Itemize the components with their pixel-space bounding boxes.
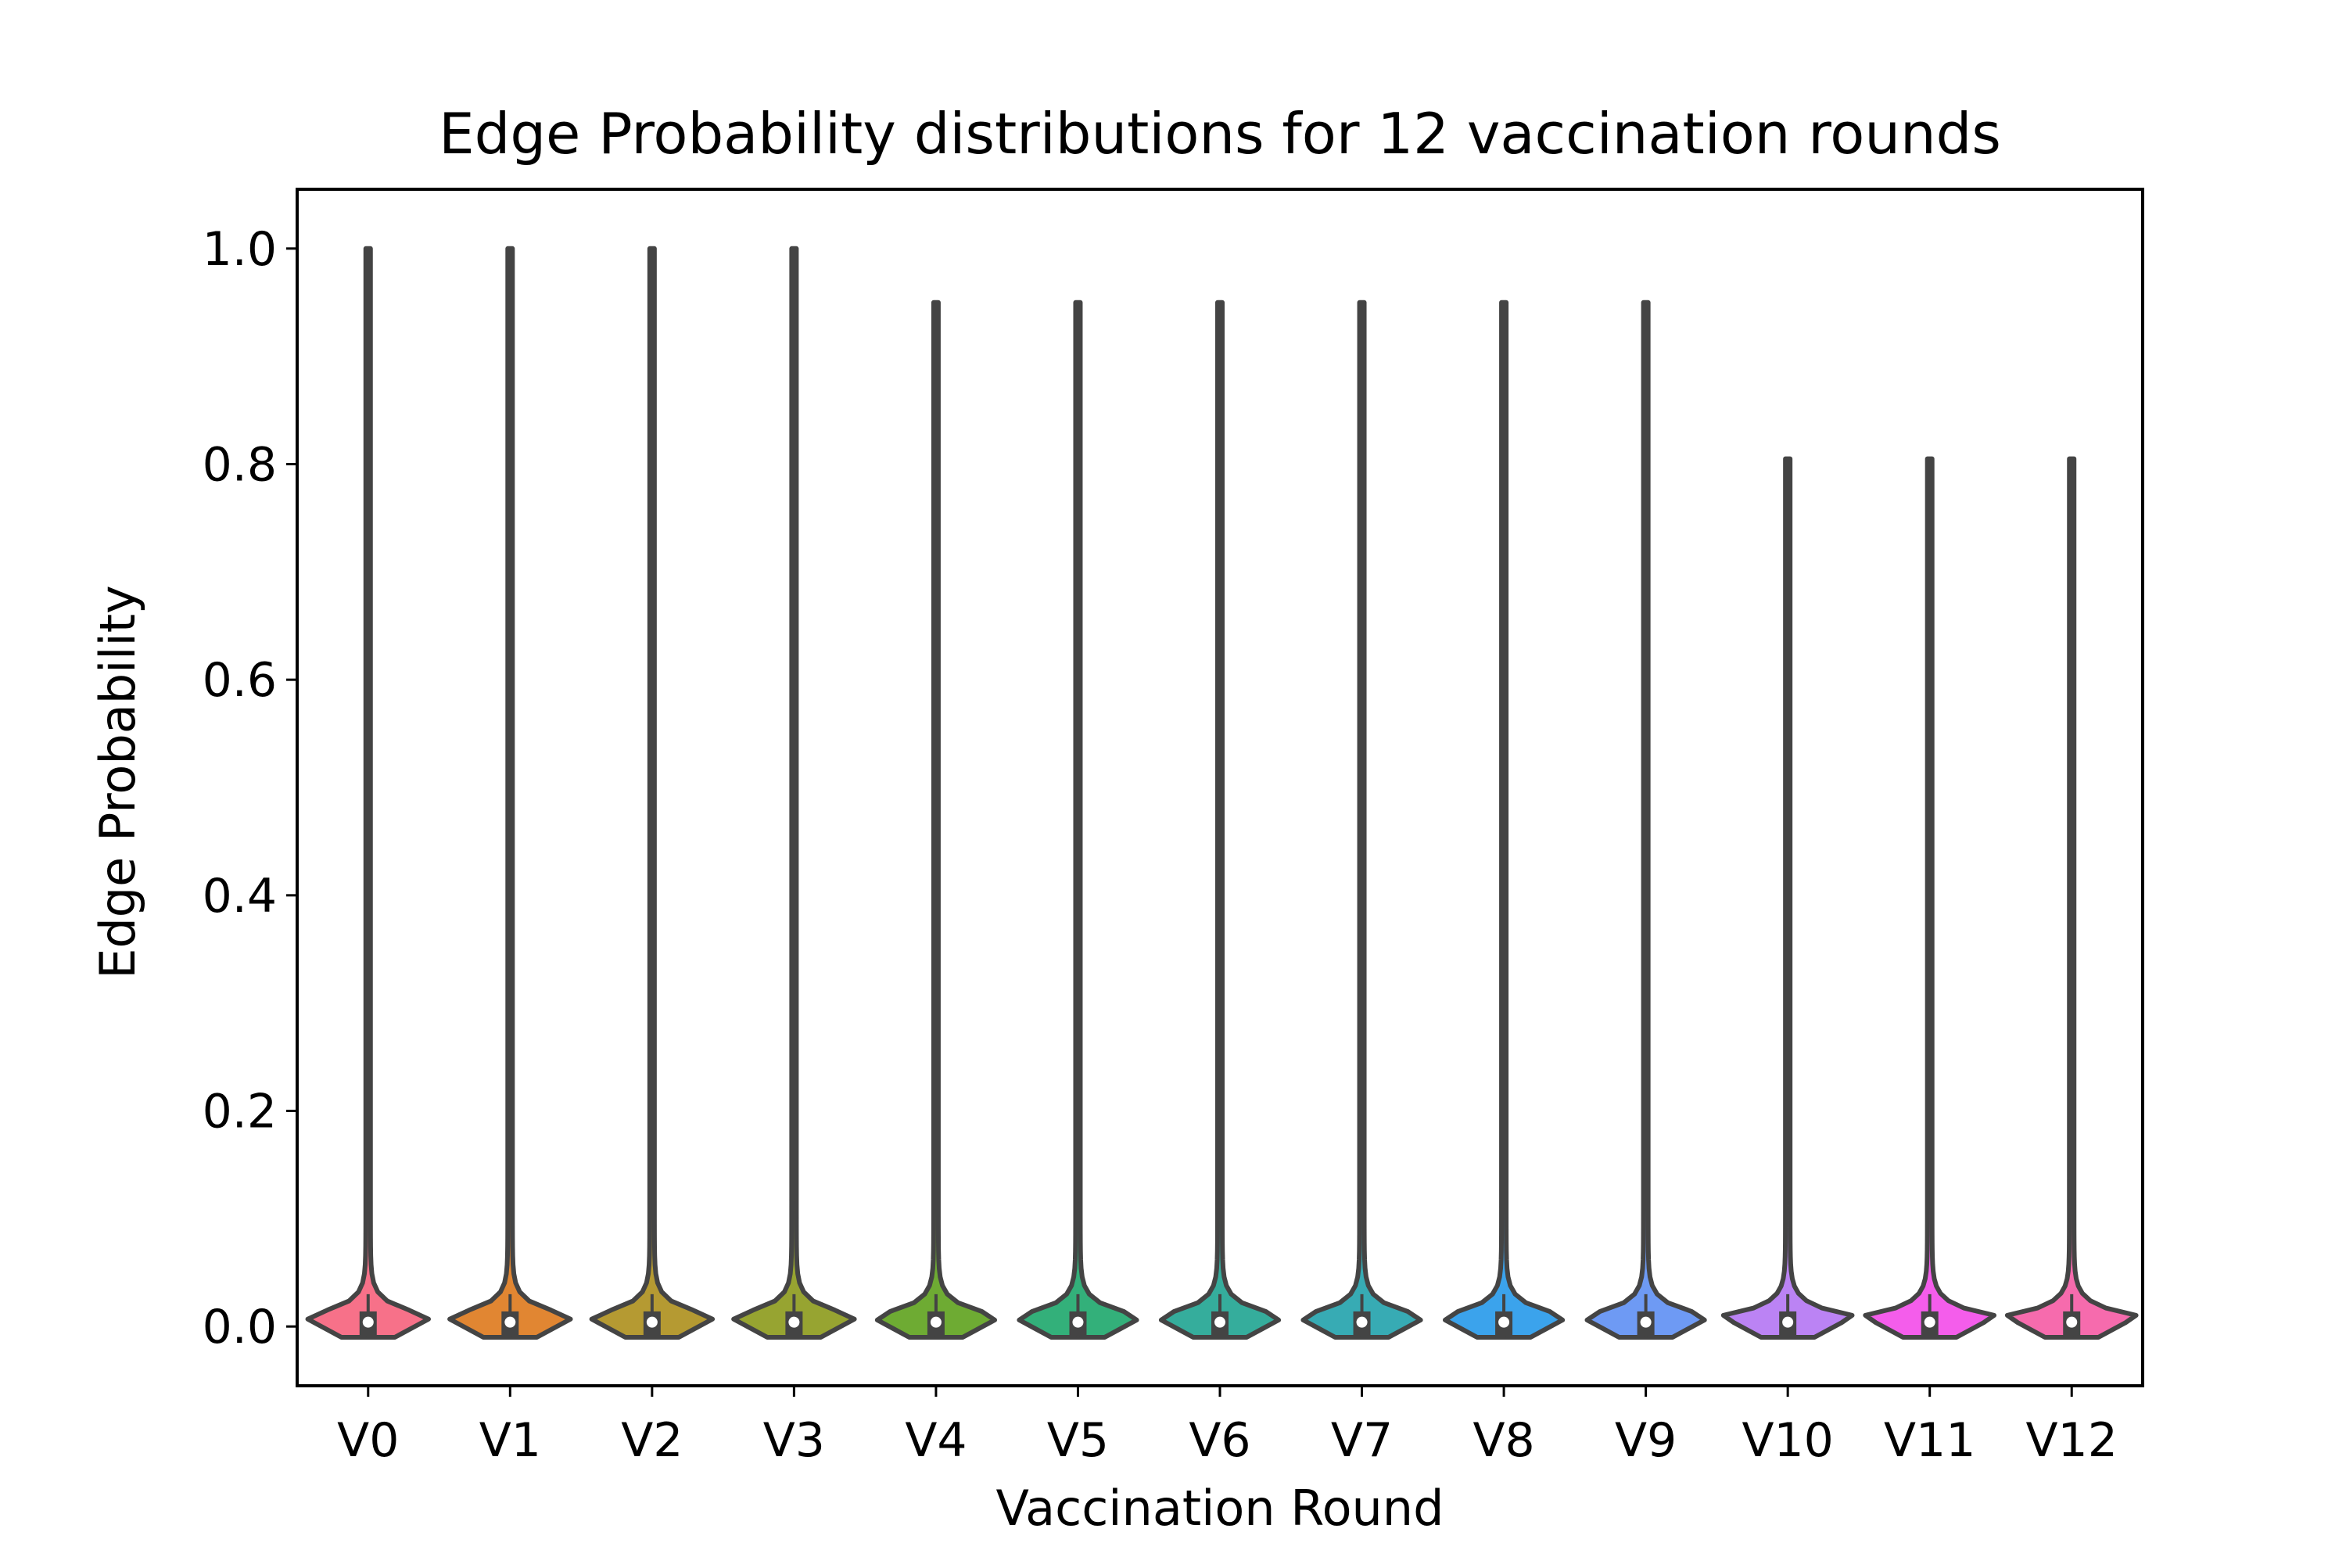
violin-body bbox=[1720, 456, 1855, 1340]
x-tick-label: V11 bbox=[1884, 1413, 1975, 1468]
violin-V1 bbox=[447, 246, 573, 1340]
violin-body bbox=[874, 300, 998, 1340]
violin-V4 bbox=[874, 300, 998, 1340]
y-axis-label: Edge Probability bbox=[89, 585, 146, 978]
y-tick-label: 0.0 bbox=[203, 1300, 277, 1355]
violin-V8 bbox=[1442, 300, 1566, 1340]
y-tick-label: 0.4 bbox=[203, 869, 277, 924]
chart-title: Edge Probability distributions for 12 va… bbox=[439, 101, 2001, 167]
violin-V10 bbox=[1720, 456, 1855, 1340]
violin-body bbox=[1158, 300, 1282, 1340]
violin-V6 bbox=[1158, 300, 1282, 1340]
violin-V7 bbox=[1300, 300, 1423, 1340]
median-dot bbox=[1072, 1316, 1084, 1328]
violin-body bbox=[2004, 456, 2139, 1340]
median-dot bbox=[1498, 1316, 1510, 1328]
median-dot bbox=[646, 1316, 658, 1328]
y-tick-label: 1.0 bbox=[203, 222, 277, 277]
violin-V12 bbox=[2004, 456, 2139, 1340]
x-tick-label: V6 bbox=[1189, 1413, 1250, 1468]
x-tick-label: V7 bbox=[1331, 1413, 1393, 1468]
x-tick-label: V0 bbox=[337, 1413, 399, 1468]
median-dot bbox=[1356, 1316, 1368, 1328]
median-dot bbox=[504, 1316, 516, 1328]
x-tick-label: V12 bbox=[2026, 1413, 2118, 1468]
violin-body bbox=[1863, 456, 1997, 1340]
violin-V11 bbox=[1863, 456, 1997, 1340]
violin-V3 bbox=[731, 246, 857, 1340]
violin-body bbox=[447, 246, 573, 1340]
x-tick-label: V8 bbox=[1473, 1413, 1534, 1468]
x-tick-label: V3 bbox=[763, 1413, 825, 1468]
y-tick-label: 0.8 bbox=[203, 437, 277, 492]
violin-body bbox=[1017, 300, 1139, 1340]
violin-body bbox=[1442, 300, 1566, 1340]
y-tick-label: 0.2 bbox=[203, 1085, 277, 1139]
x-axis-label: Vaccination Round bbox=[996, 1480, 1444, 1537]
median-dot bbox=[1924, 1316, 1935, 1328]
x-tick-label: V2 bbox=[621, 1413, 683, 1468]
median-dot bbox=[1782, 1316, 1794, 1328]
median-dot bbox=[788, 1316, 800, 1328]
x-tick-label: V1 bbox=[479, 1413, 541, 1468]
violin-V5 bbox=[1017, 300, 1139, 1340]
x-tick-label: V5 bbox=[1047, 1413, 1109, 1468]
y-tick-label: 0.6 bbox=[203, 653, 277, 708]
median-dot bbox=[2066, 1316, 2078, 1328]
violin-body bbox=[305, 246, 431, 1340]
violin-body bbox=[731, 246, 857, 1340]
violin-body bbox=[1300, 300, 1423, 1340]
median-dot bbox=[362, 1316, 374, 1328]
median-dot bbox=[1214, 1316, 1225, 1328]
x-tick-label: V4 bbox=[905, 1413, 967, 1468]
plot-area: 0.0 0.2 0.4 0.6 0.8 1.0 V0 V1 V2 V3 V4 V5 V6 V7 V8 V9 V1… bbox=[203, 222, 2139, 1468]
violin-V0 bbox=[305, 246, 431, 1340]
x-tick-label: V9 bbox=[1615, 1413, 1677, 1468]
median-dot bbox=[1640, 1316, 1652, 1328]
x-tick-label: V10 bbox=[1742, 1413, 1833, 1468]
median-dot bbox=[930, 1316, 942, 1328]
violin-V9 bbox=[1584, 300, 1707, 1340]
violin-body bbox=[589, 246, 716, 1340]
violin-V2 bbox=[589, 246, 716, 1340]
axes-frame bbox=[296, 188, 2144, 1387]
violin-body bbox=[1584, 300, 1707, 1340]
